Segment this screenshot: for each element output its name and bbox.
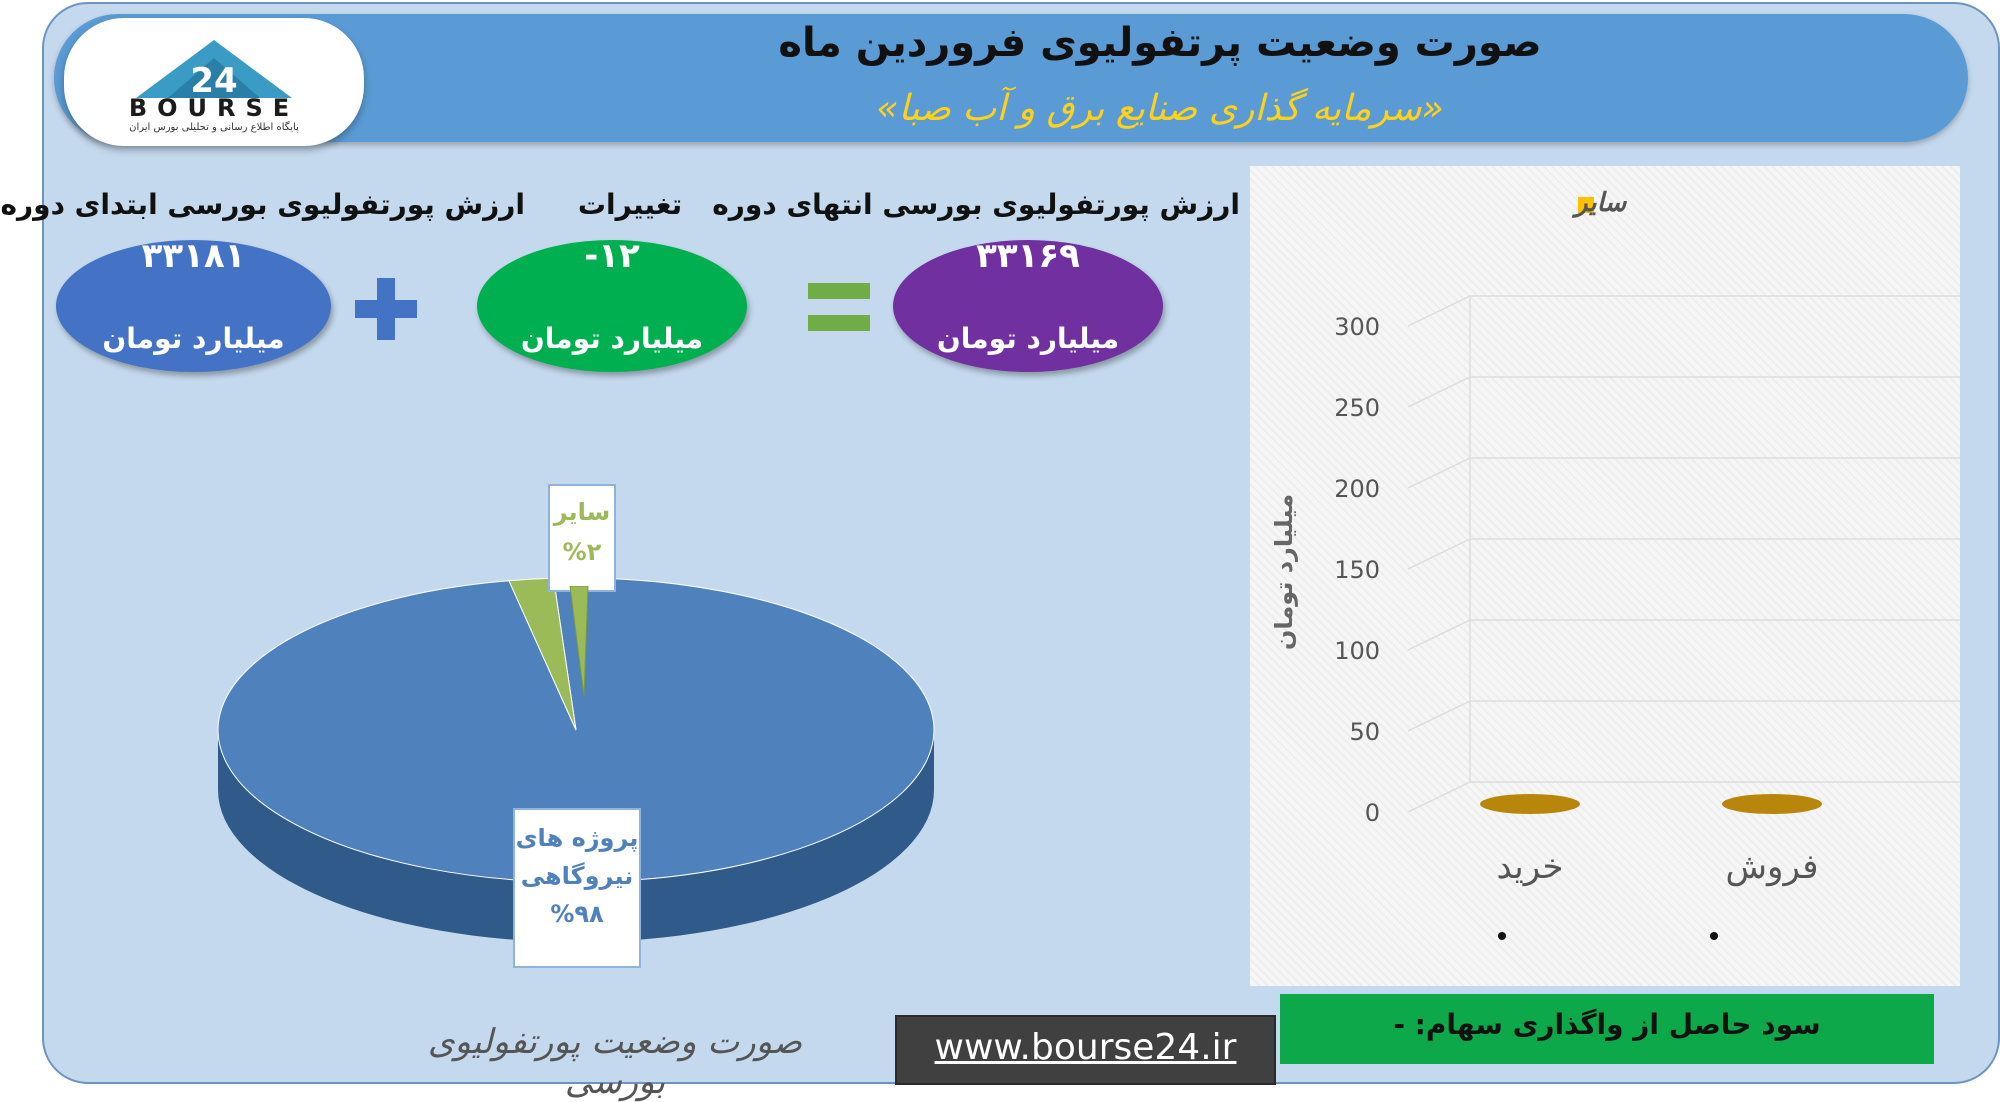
change-value: -۱۲ — [584, 236, 640, 276]
gridline-side — [1407, 619, 1471, 651]
y-tick-label: 300 — [1334, 313, 1380, 341]
pie-label-other-percent: %۲ — [562, 538, 602, 566]
end-value-label: ارزش پورتفولیوی بورسی انتهای دوره — [712, 188, 1240, 221]
change-value-ellipse: -۱۲ میلیارد تومان — [477, 236, 747, 372]
x-tick-label: خرید — [1496, 847, 1563, 887]
logo-number: 24 — [190, 61, 237, 101]
y-tick-label: 50 — [1349, 718, 1380, 746]
bourse24-logo: 24 BOURSE پایگاه اطلاع رسانی و تحلیلی بو… — [64, 18, 364, 146]
logo-tagline: پایگاه اطلاع رسانی و تحلیلی بورس ایران — [129, 122, 299, 133]
y-tick-label: 0 — [1365, 799, 1380, 827]
y-tick-label: 250 — [1334, 394, 1380, 422]
y-tick-label: 200 — [1334, 475, 1380, 503]
header-banner — [54, 14, 1968, 142]
y-tick-label: 100 — [1334, 637, 1380, 665]
profit-banner — [1280, 994, 1934, 1064]
start-value-label: ارزش پورتفولیوی بورسی ابتدای دوره — [0, 188, 525, 221]
start-value-unit: میلیارد تومان — [102, 322, 285, 355]
logo-mountain-icon: 24 — [136, 40, 292, 101]
website-link[interactable]: www.bourse24.ir — [895, 1015, 1276, 1085]
bar-chart-panel — [1250, 166, 1960, 986]
x-tick-label: فروش — [1726, 847, 1819, 887]
legend-label: سایر — [1575, 188, 1627, 218]
legend-swatch — [1578, 197, 1594, 213]
pie-side — [218, 730, 934, 942]
website-url[interactable]: www.bourse24.ir — [934, 1027, 1237, 1068]
change-label: تغییرات — [577, 188, 683, 221]
bar-top — [1480, 794, 1580, 814]
gridline-side — [1407, 376, 1471, 408]
profit-text: سود حاصل از واگذاری سهام: - — [1393, 1008, 1821, 1041]
pie-callout-pointer — [569, 586, 589, 696]
pie-label-other: سایر %۲ — [548, 484, 616, 592]
gridline-side — [1407, 700, 1471, 732]
logo-text: BOURSE — [128, 94, 300, 122]
end-value-unit: میلیارد تومان — [936, 322, 1120, 355]
end-value: ۳۳۱۶۹ — [976, 236, 1080, 276]
gridline-side — [1407, 295, 1471, 327]
equals-icon — [808, 283, 870, 331]
bar-chart: 0 50 100 150 200 250 300 میلیارد تومان خرید فروش — [1270, 295, 1960, 940]
pie-label-projects-line1: پروژه های — [515, 824, 639, 852]
pie-chart — [217, 577, 935, 942]
y-axis-title: میلیارد تومان — [1270, 494, 1298, 650]
plus-icon — [355, 278, 417, 340]
end-value-ellipse: ۳۳۱۶۹ میلیارد تومان — [893, 236, 1163, 372]
footer-caption: صورت وضعیت پورتفولیوی بورسی — [427, 1022, 803, 1102]
category-dot — [1710, 932, 1718, 940]
page-subtitle: «سرمایه گذاری صنایع برق و آب صبا» — [876, 88, 1444, 129]
pie-label-projects: پروژه های نیروگاهی %۹۸ — [513, 808, 641, 968]
start-value-ellipse: ۳۳۱۸۱ میلیارد تومان — [56, 236, 331, 372]
pie-label-projects-percent: %۹۸ — [550, 900, 604, 928]
category-dot — [1498, 932, 1506, 940]
y-tick-label: 150 — [1334, 556, 1380, 584]
pie-label-projects-line2: نیروگاهی — [520, 862, 634, 890]
gridline-side — [1407, 457, 1471, 489]
change-value-unit: میلیارد تومان — [520, 322, 704, 355]
gridline-side — [1407, 781, 1471, 813]
pie-label-other-name: سایر — [553, 498, 611, 526]
page-title: صورت وضعیت پرتفولیوی فروردین ماه — [778, 20, 1542, 66]
bar-top — [1722, 794, 1822, 814]
gridline-side — [1407, 538, 1471, 570]
start-value: ۳۳۱۸۱ — [141, 236, 246, 276]
